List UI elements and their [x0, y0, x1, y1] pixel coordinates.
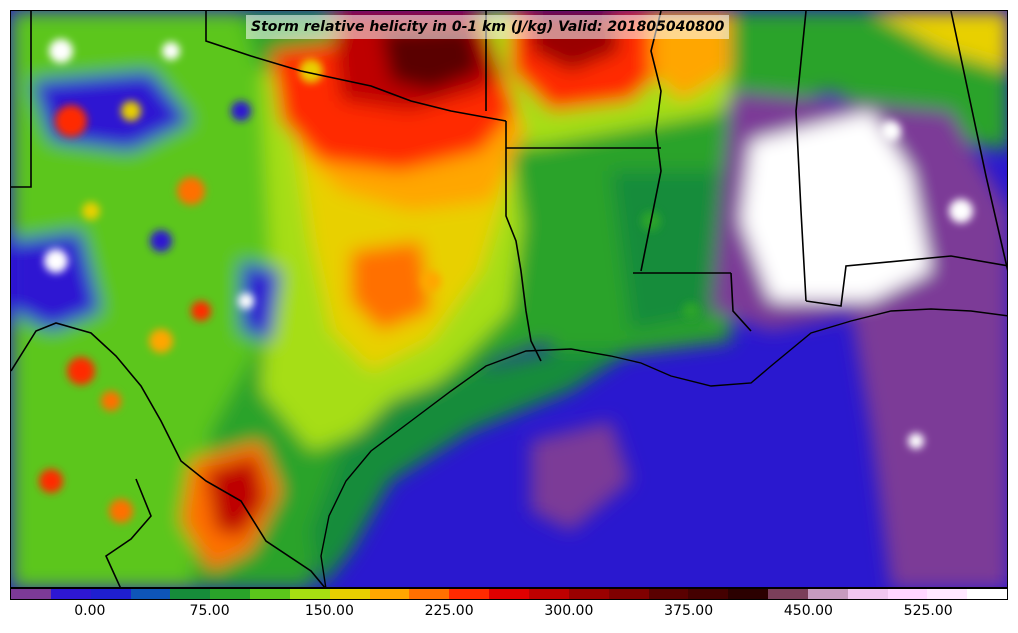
colorbar-tick-label: 375.00	[664, 603, 714, 619]
colorbar-segment	[688, 589, 729, 599]
colorbar-segment	[768, 589, 808, 599]
gulf-coastline	[320, 308, 1007, 587]
colorbar-segment	[728, 589, 769, 599]
colorbar-tick-label: 450.00	[783, 603, 833, 619]
colorbar-segment	[130, 589, 171, 599]
colorbar-segment	[967, 589, 1008, 599]
colorbar-segment	[568, 589, 609, 599]
colorbar-tick-label: 525.00	[903, 603, 953, 619]
colorbar-segment	[807, 589, 848, 599]
colorbar-tick-label: 150.00	[304, 603, 354, 619]
state-boundaries	[11, 11, 1007, 587]
colorbar-segment	[489, 589, 529, 599]
colorbar-segment	[170, 589, 211, 599]
colorbar-tick-label: 225.00	[424, 603, 474, 619]
colorbar-segment	[210, 589, 251, 599]
colorbar-segment	[927, 589, 968, 599]
colorbar-segment	[50, 589, 91, 599]
colorbar-segment	[847, 589, 888, 599]
colorbar-tick-label: 75.00	[189, 603, 230, 619]
helicity-speckle	[39, 39, 973, 523]
colorbar-tick-label: 300.00	[544, 603, 594, 619]
colorbar-segment	[90, 589, 131, 599]
colorbar-segment	[409, 589, 450, 599]
colorbar-tick-labels: 0.00 75.00 150.00 225.00 300.00 375.00 450.00 5…	[10, 600, 1008, 630]
colorbar	[10, 588, 1008, 600]
colorbar-segment	[648, 589, 689, 599]
colorbar-segment	[887, 589, 928, 599]
colorbar-segment	[329, 589, 370, 599]
helicity-map	[11, 11, 1007, 587]
colorbar-tick-label: 0.00	[74, 603, 106, 619]
colorbar-segment	[369, 589, 410, 599]
map-panel	[10, 10, 1008, 588]
colorbar-segment	[289, 589, 330, 599]
map-title: Storm relative helicity in 0-1 km (J/kg)…	[246, 15, 730, 39]
colorbar-segment	[449, 589, 490, 599]
colorbar-segment	[11, 589, 51, 599]
colorbar-segment	[608, 589, 649, 599]
colorbar-segment	[528, 589, 569, 599]
colorbar-segment	[250, 589, 290, 599]
